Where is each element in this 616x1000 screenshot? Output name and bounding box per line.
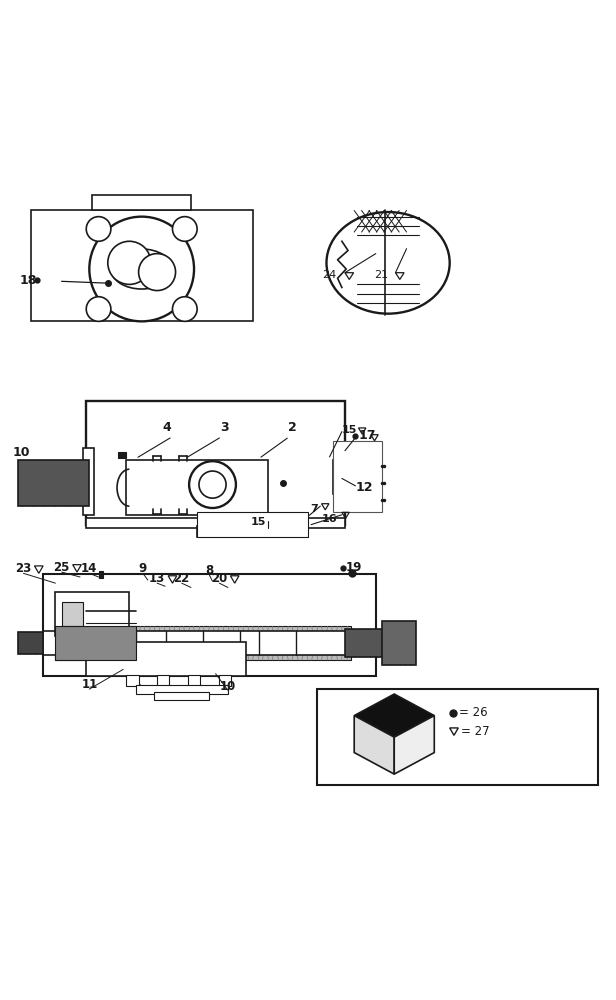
Bar — [18, 632, 43, 654]
Bar — [126, 675, 139, 686]
Ellipse shape — [111, 249, 172, 289]
Text: 24: 24 — [322, 270, 337, 280]
Text: 4: 4 — [162, 421, 171, 434]
Text: 15: 15 — [251, 517, 266, 527]
Text: 16: 16 — [322, 514, 338, 524]
Text: 19: 19 — [346, 561, 362, 574]
Bar — [197, 526, 308, 537]
Bar — [126, 460, 268, 515]
Polygon shape — [354, 716, 394, 774]
Circle shape — [172, 217, 197, 241]
Circle shape — [172, 297, 197, 321]
Text: 22: 22 — [174, 572, 190, 585]
Bar — [86, 642, 246, 676]
Circle shape — [189, 461, 236, 508]
Text: 3: 3 — [221, 421, 229, 434]
Ellipse shape — [326, 212, 450, 314]
Bar — [154, 692, 209, 700]
Bar — [31, 210, 253, 321]
Bar — [157, 675, 169, 686]
Text: 21: 21 — [374, 270, 387, 280]
Bar — [382, 621, 416, 665]
Text: 14: 14 — [81, 562, 97, 575]
Bar — [333, 441, 382, 512]
Bar — [188, 675, 200, 686]
Bar — [86, 518, 345, 528]
Bar — [92, 195, 191, 210]
Text: 9: 9 — [139, 562, 147, 575]
Bar — [62, 602, 83, 626]
Circle shape — [86, 297, 111, 321]
Text: 2: 2 — [288, 421, 297, 434]
Text: 23: 23 — [15, 562, 31, 575]
Circle shape — [108, 241, 151, 284]
Bar — [342, 451, 380, 506]
Bar — [136, 685, 228, 694]
Text: KIT: KIT — [360, 747, 376, 756]
Bar — [317, 689, 598, 785]
Text: 17: 17 — [359, 429, 376, 442]
Text: 8: 8 — [205, 564, 214, 577]
Text: 7: 7 — [310, 504, 318, 514]
Polygon shape — [394, 716, 434, 774]
Bar — [219, 675, 231, 686]
Bar — [333, 460, 344, 494]
Circle shape — [89, 217, 194, 321]
Text: 10: 10 — [220, 680, 236, 693]
Bar — [55, 626, 136, 660]
Polygon shape — [354, 694, 434, 737]
Circle shape — [86, 217, 111, 241]
Text: 12: 12 — [356, 481, 373, 494]
Bar — [83, 448, 94, 515]
Circle shape — [139, 254, 176, 291]
Text: 11: 11 — [81, 678, 97, 691]
Bar — [43, 574, 376, 676]
Text: 15: 15 — [342, 425, 357, 435]
Bar — [99, 571, 103, 578]
Text: 25: 25 — [54, 561, 70, 574]
Text: 18: 18 — [20, 274, 37, 287]
Text: 10: 10 — [13, 446, 30, 459]
Bar — [118, 452, 126, 458]
Text: 20: 20 — [211, 572, 227, 585]
Circle shape — [199, 471, 226, 498]
Bar — [43, 631, 376, 655]
Text: KIT: KIT — [413, 747, 429, 756]
Bar — [55, 626, 351, 660]
Text: = 27: = 27 — [461, 725, 489, 738]
Bar — [197, 512, 308, 537]
Bar — [86, 401, 345, 525]
Text: = 26: = 26 — [459, 706, 487, 719]
Text: 13: 13 — [149, 572, 165, 585]
Bar — [345, 629, 397, 657]
Bar — [18, 460, 89, 506]
Bar — [55, 592, 129, 636]
